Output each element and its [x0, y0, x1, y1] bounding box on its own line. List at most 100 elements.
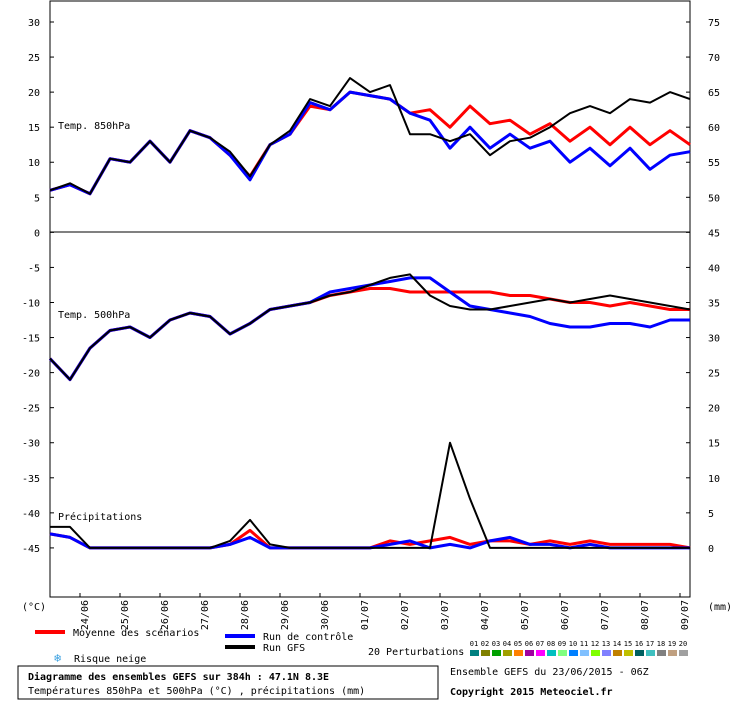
y2-tick-label: 55 [708, 158, 720, 169]
legend-label: Run de contrôle [263, 631, 353, 643]
x-tick-label: 02/07 [400, 600, 411, 630]
perturbation-swatch [624, 650, 633, 656]
y2-tick-label: 60 [708, 123, 720, 134]
y-tick-label: -45 [22, 544, 40, 555]
footer-box [17, 665, 439, 700]
snow-risk-label: Risque neige [74, 654, 146, 665]
y-tick-label: 10 [28, 158, 40, 169]
y2-tick-label: 30 [708, 334, 720, 345]
perturbation-swatch [547, 650, 556, 656]
perturbation-swatch [569, 650, 578, 656]
panel-label: Temp. 500hPa [58, 310, 130, 321]
x-tick-label: 08/07 [640, 600, 651, 630]
perturbation-number: 20 [679, 640, 687, 648]
x-tick-label: 25/06 [120, 600, 131, 630]
y2-tick-label: 0 [708, 544, 714, 555]
y-tick-label: -5 [28, 263, 40, 274]
x-tick-label: 07/07 [600, 600, 611, 630]
perturbation-number: 02 [481, 640, 489, 648]
perturbation-swatch [503, 650, 512, 656]
perturbation-swatch [558, 650, 567, 656]
perturbation-swatch [657, 650, 666, 656]
x-tick-label: 05/07 [520, 600, 531, 630]
y-tick-label: -20 [22, 369, 40, 380]
y2-tick-label: 75 [708, 18, 720, 29]
perturbation-number: 10 [569, 640, 577, 648]
perturbation-number: 13 [602, 640, 610, 648]
perturbation-number: 11 [580, 640, 588, 648]
perturbation-number: 07 [536, 640, 544, 648]
x-tick-label: 29/06 [280, 600, 291, 630]
y2-tick-label: 25 [708, 369, 720, 380]
y-tick-label: 0 [34, 228, 40, 239]
x-tick-label: 28/06 [240, 600, 251, 630]
footer-title: Diagramme des ensembles GEFS sur 384h : … [28, 671, 329, 683]
perturbation-swatch [679, 650, 688, 656]
perturbation-swatch [492, 650, 501, 656]
perturbation-swatch [613, 650, 622, 656]
x-tick-label: 26/06 [160, 600, 171, 630]
y-tick-label: 30 [28, 18, 40, 29]
y-tick-label: -25 [22, 404, 40, 415]
perturbation-number: 06 [525, 640, 533, 648]
legend-label: Moyenne des scénarios [73, 627, 199, 639]
y-tick-label: 5 [34, 193, 40, 204]
perturbation-number: 14 [613, 640, 621, 648]
perturbation-swatch [514, 650, 523, 656]
series-line [49, 273, 691, 381]
perturbations-label: 20 Perturbations [368, 647, 464, 658]
perturbation-swatch [580, 650, 589, 656]
perturbation-number: 09 [558, 640, 566, 648]
y2-tick-label: 15 [708, 439, 720, 450]
perturbation-number: 08 [547, 640, 555, 648]
perturbation-swatch [536, 650, 545, 656]
y-tick-label: 25 [28, 53, 40, 64]
x-tick-label: 30/06 [320, 600, 331, 630]
y-axis-unit: (°C) [22, 602, 46, 613]
perturbation-number: 17 [646, 640, 654, 648]
x-tick-label: 09/07 [680, 600, 691, 630]
plot-frame [49, 0, 691, 598]
perturbation-swatch [635, 650, 644, 656]
perturbation-number: 15 [624, 640, 632, 648]
perturbation-number: 04 [503, 640, 511, 648]
x-tick-label: 04/07 [480, 600, 491, 630]
y2-tick-label: 45 [708, 228, 720, 239]
y2-tick-label: 50 [708, 193, 720, 204]
perturbation-swatch [525, 650, 534, 656]
perturbation-swatch [470, 650, 479, 656]
x-tick-label: 06/07 [560, 600, 571, 630]
perturbation-swatch [646, 650, 655, 656]
y2-axis-unit: (mm) [708, 602, 732, 613]
y-tick-label: -35 [22, 474, 40, 485]
y2-tick-label: 35 [708, 298, 720, 309]
snow-icon: ❄ [54, 651, 61, 665]
panel-label: Temp. 850hPa [58, 121, 130, 132]
y-tick-label: 20 [28, 88, 40, 99]
legend-label: Run GFS [263, 643, 305, 654]
perturbation-swatch [602, 650, 611, 656]
y2-tick-label: 70 [708, 53, 720, 64]
y2-tick-label: 40 [708, 263, 720, 274]
x-tick-label: 03/07 [440, 600, 451, 630]
run-info: Ensemble GEFS du 23/06/2015 - 06Z [450, 667, 649, 678]
perturbation-swatch [481, 650, 490, 656]
perturbation-swatch [591, 650, 600, 656]
perturbation-number: 05 [514, 640, 522, 648]
y-tick-label: -15 [22, 334, 40, 345]
y2-tick-label: 65 [708, 88, 720, 99]
y2-tick-label: 10 [708, 474, 720, 485]
panel-label: Précipitations [58, 511, 142, 523]
perturbation-number: 18 [657, 640, 665, 648]
x-tick-label: 01/07 [360, 600, 371, 630]
y-tick-label: 15 [28, 123, 40, 134]
series-line [50, 441, 690, 549]
y-tick-label: -10 [22, 298, 40, 309]
perturbation-number: 19 [668, 640, 676, 648]
x-tick-label: 24/06 [80, 600, 91, 630]
y-tick-label: -30 [22, 439, 40, 450]
y2-tick-label: 20 [708, 404, 720, 415]
series-line [49, 77, 691, 195]
